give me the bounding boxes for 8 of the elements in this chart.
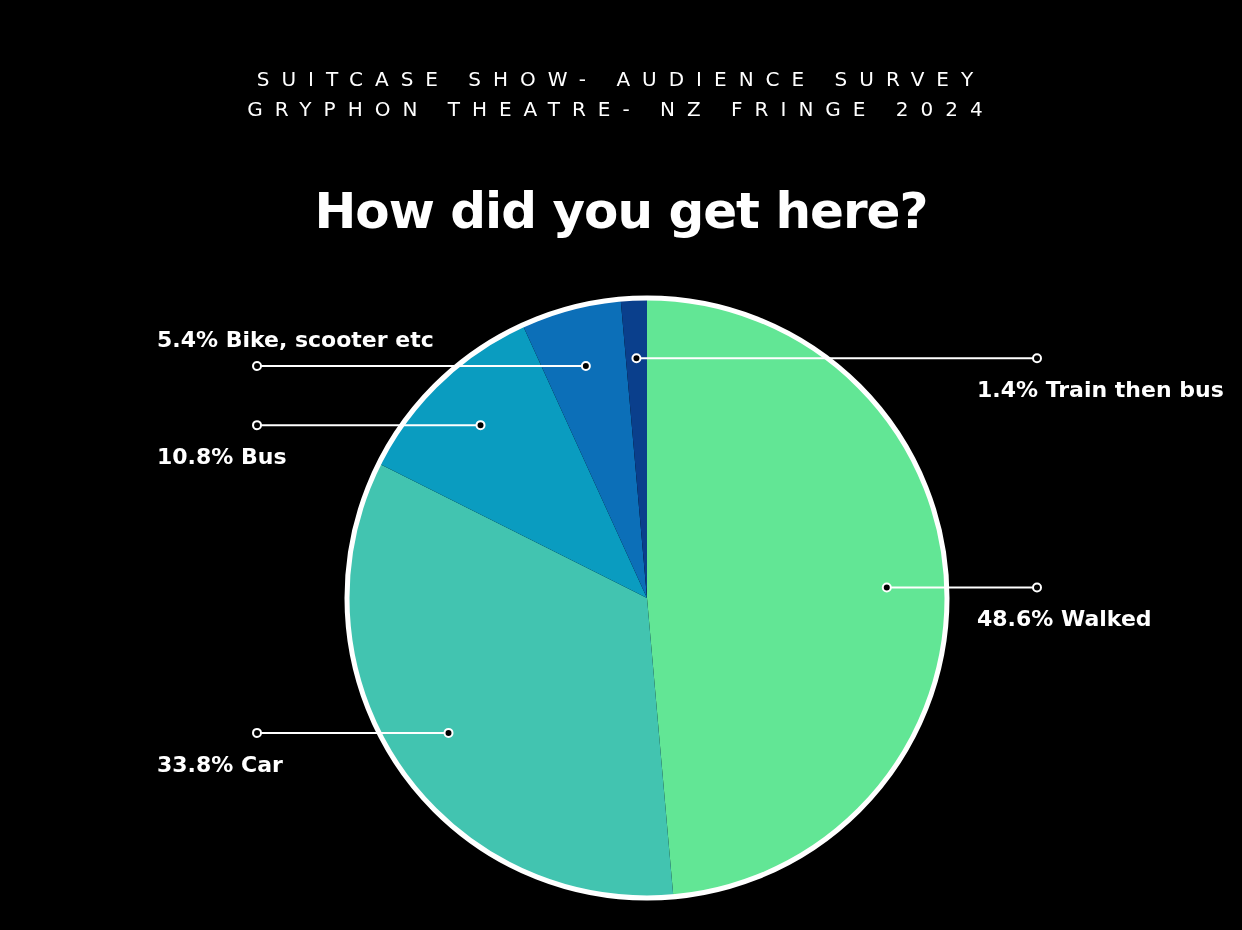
text: SUITCASE SHOW- AUDIENCE SURVEY: [255, 66, 987, 93]
text: GRYPHON THEATRE- NZ FRINGE 2024: [246, 96, 996, 123]
slice-label: 1.4% Train then bus: [977, 376, 1224, 402]
slice-label: 5.4% Bike, scooter etc: [157, 326, 434, 352]
slice-label: 48.6% Walked: [977, 606, 1152, 632]
slice-label: 10.8% Bus: [157, 443, 287, 469]
chart-title: How did you get here?: [313, 182, 929, 240]
slice-label: 33.8% Car: [157, 751, 283, 777]
